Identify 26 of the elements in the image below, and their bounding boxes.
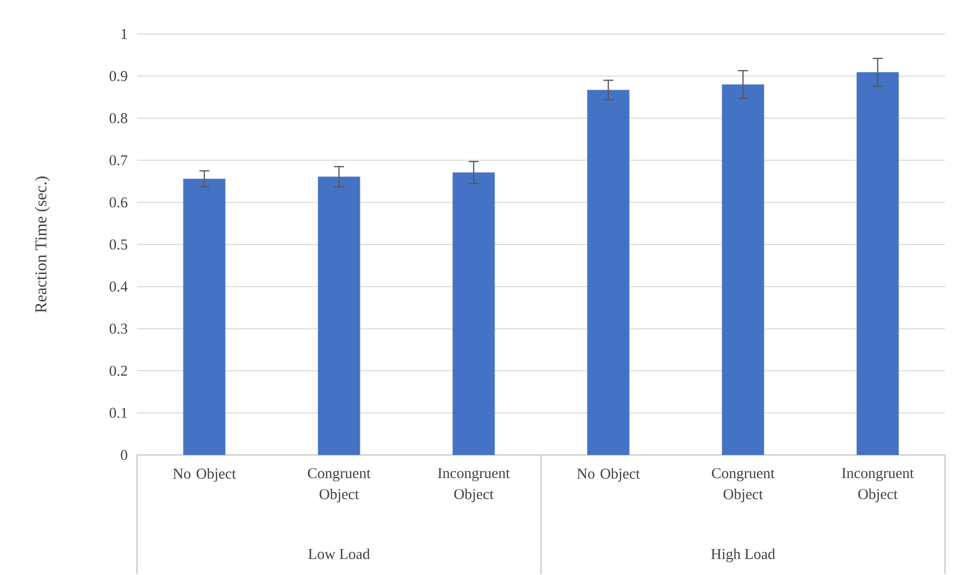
bar (722, 84, 764, 456)
y-tick-label: 1 (122, 29, 127, 39)
y-tick-label: 0.8 (110, 113, 128, 124)
y-tick-label: 0.5 (110, 239, 128, 250)
x-tick-label: Congruent Object (308, 468, 371, 502)
x-tick-label: No Object (173, 468, 236, 482)
y-tick-label: 0.6 (110, 197, 128, 208)
y-tick-label: 0.2 (110, 366, 127, 376)
y-tick-label: 0.1 (110, 408, 127, 418)
x-tick-label: Incongruent Object (438, 468, 510, 502)
y-tick-label: 0.7 (110, 155, 128, 166)
x-tick-label: Incongruent Object (842, 468, 914, 502)
bar (856, 72, 899, 456)
bar (452, 172, 495, 456)
x-tick-label: No Object (577, 468, 640, 482)
y-axis-title: Reaction Time (sec.) (34, 176, 50, 313)
text: Low Load (308, 548, 370, 560)
bar (318, 176, 360, 456)
bar (183, 178, 226, 456)
bar (587, 90, 630, 456)
x-tick-label: Congruent Object (712, 468, 775, 502)
y-tick-label: 0 (120, 450, 128, 460)
y-tick-label: 0.9 (110, 71, 128, 82)
y-tick-label: 0.4 (110, 282, 128, 292)
y-tick-label: 0.3 (110, 324, 128, 334)
text: High Load (711, 548, 776, 562)
